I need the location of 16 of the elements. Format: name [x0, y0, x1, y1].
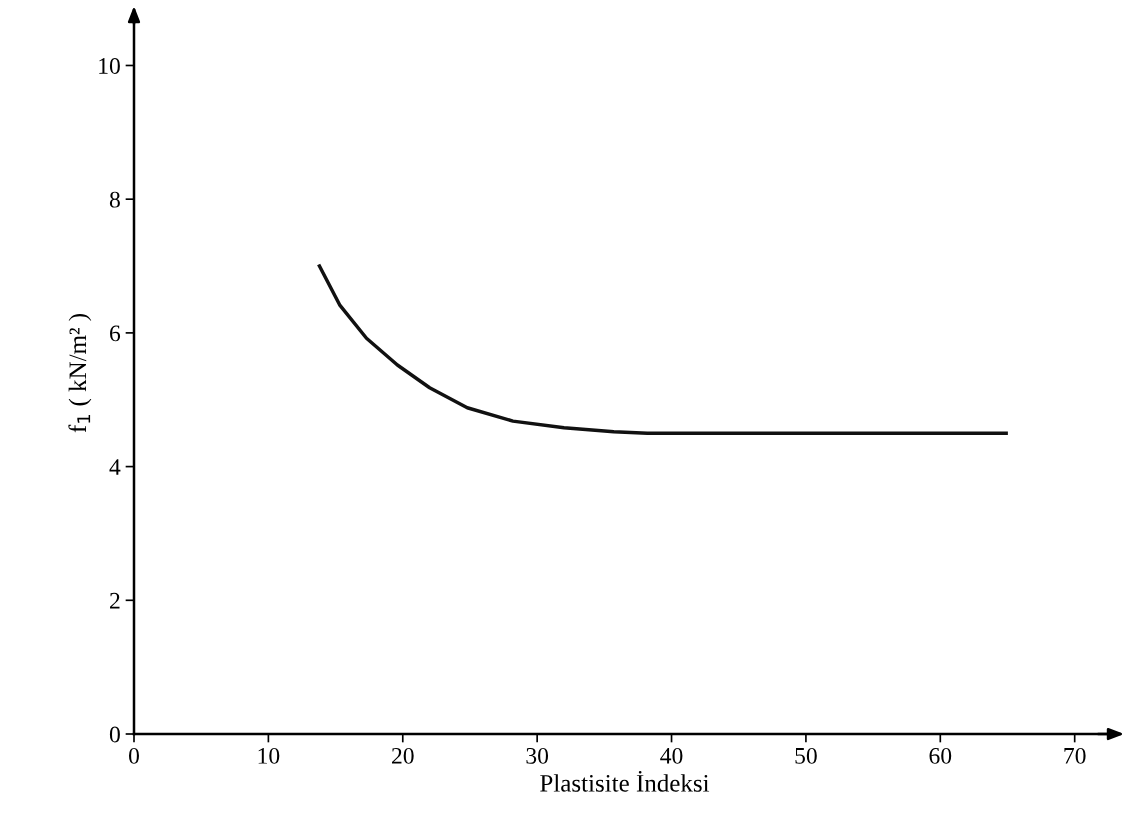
x-tick-label: 20	[392, 747, 414, 764]
y-tick-label: 2	[110, 592, 120, 609]
x-tick-label: 0	[129, 747, 139, 764]
x-tick-label: 60	[929, 747, 952, 764]
x-tick-label: 30	[526, 747, 549, 764]
x-axis-title: Plastisite İndeksi	[540, 770, 710, 792]
y-tick-label: 4	[109, 459, 121, 475]
x-tick-label: 70	[1064, 747, 1086, 764]
y-tick-label: 10	[99, 57, 120, 74]
y-axis-title: f$_{1}$ ( kN/m² )	[68, 314, 92, 433]
x-tick-label: 10	[258, 747, 280, 764]
y-tick-label: 6	[110, 325, 121, 342]
y-tick-label: 0	[109, 726, 120, 743]
y-tick-label: 8	[109, 191, 120, 208]
x-tick-label: 40	[660, 747, 683, 764]
x-tick-label: 50	[795, 747, 817, 764]
